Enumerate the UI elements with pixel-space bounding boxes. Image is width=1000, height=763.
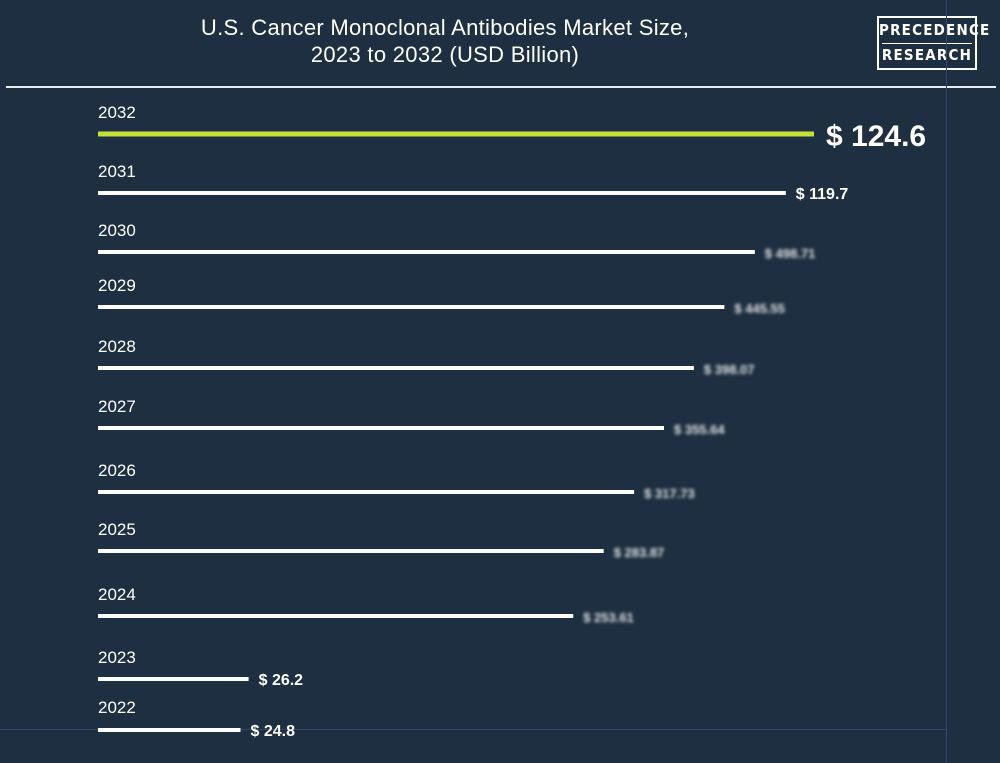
- year-label: 2022: [98, 698, 136, 717]
- year-label: 2027: [98, 397, 136, 416]
- bar-2024: [98, 614, 574, 618]
- bottom-guide-line: [0, 729, 946, 730]
- value-label-2024: $ 253.61: [583, 610, 634, 625]
- bar-2028: [98, 366, 694, 370]
- value-label-2022: $ 24.8: [251, 723, 296, 740]
- chart-title-line2: 2023 to 2032 (USD Billion): [310, 42, 580, 67]
- value-label-2027: $ 355.64: [674, 422, 725, 437]
- year-label: 2025: [98, 520, 136, 539]
- chart-title-line1: U.S. Cancer Monoclonal Antibodies Market…: [200, 15, 690, 40]
- bar-2030: [98, 250, 755, 254]
- year-label: 2031: [98, 162, 136, 181]
- header-separator: [6, 86, 996, 88]
- year-label: 2028: [98, 337, 136, 356]
- bar-2025: [98, 549, 604, 553]
- value-label-2029: $ 445.55: [734, 301, 785, 316]
- year-label: 2026: [98, 461, 136, 480]
- bar-group: 2032 $ 124.6 2031 $ 119.7 2030 $ 498.71 2029 $ …: [98, 103, 926, 740]
- bar-2029: [98, 305, 725, 309]
- value-label-2028: $ 398.07: [704, 362, 755, 377]
- value-label-2025: $ 283.87: [614, 545, 665, 560]
- bar-2023: [98, 677, 249, 681]
- value-label-2031: $ 119.7: [796, 186, 849, 203]
- year-label: 2032: [98, 103, 136, 122]
- year-label: 2023: [98, 648, 136, 667]
- logo-divider: [882, 43, 972, 44]
- bar-2026: [98, 490, 635, 494]
- logo-line1: PRECEDENCE: [879, 21, 991, 39]
- year-label: 2030: [98, 221, 136, 240]
- chart-title: U.S. Cancer Monoclonal Antibodies Market…: [90, 14, 800, 68]
- bar-2022: [98, 728, 241, 732]
- logo-line2: RESEARCH: [881, 46, 973, 64]
- bar-2032: [98, 131, 814, 137]
- value-label-2023: $ 26.2: [259, 672, 304, 689]
- year-label: 2024: [98, 585, 136, 604]
- value-label-2032: $ 124.6: [826, 120, 926, 153]
- value-label-2026: $ 317.73: [644, 486, 695, 501]
- year-label: 2029: [98, 276, 136, 295]
- bar-2027: [98, 426, 664, 430]
- bar-2031: [98, 191, 786, 195]
- value-label-2030: $ 498.71: [765, 246, 816, 261]
- precedence-research-logo: PRECEDENCE RESEARCH: [877, 16, 991, 70]
- right-guide-line: [946, 0, 947, 763]
